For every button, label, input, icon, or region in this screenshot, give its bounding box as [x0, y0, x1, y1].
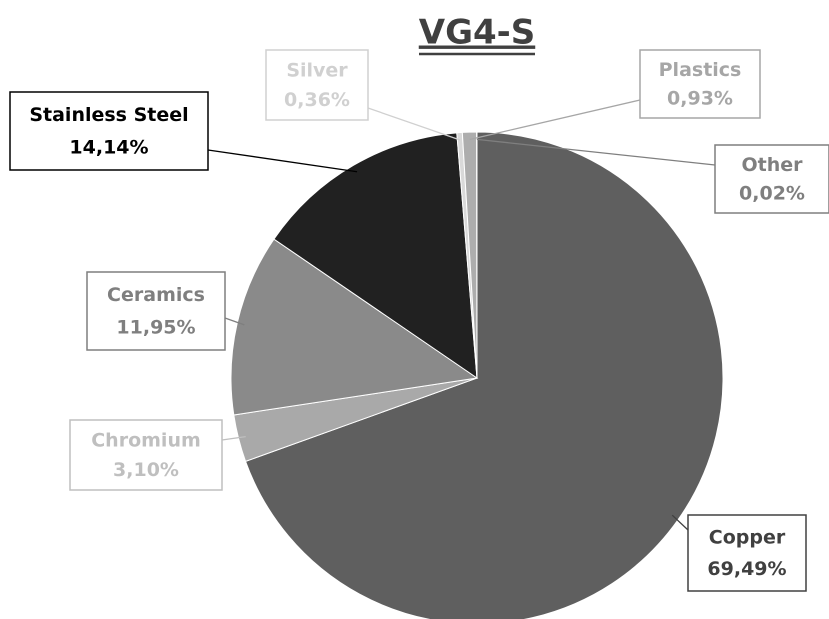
- slice-value: 0,36%: [284, 89, 350, 111]
- leader-line: [469, 99, 641, 141]
- slice-name: Silver: [286, 60, 348, 82]
- slice-value: 69,49%: [707, 558, 786, 580]
- label-box: [86, 271, 226, 351]
- leader-line: [671, 514, 689, 531]
- leader-line: [476, 138, 716, 166]
- label-box: [265, 49, 369, 121]
- slice-value: 3,10%: [113, 459, 179, 481]
- label-box: [639, 49, 761, 119]
- chart-title: VG4-S: [419, 13, 535, 53]
- leader-line: [224, 317, 245, 326]
- slice-name: Chromium: [91, 430, 201, 452]
- pie-slice: [273, 132, 478, 380]
- slice-value: 11,95%: [116, 317, 195, 339]
- slice-value: 0,93%: [667, 87, 733, 109]
- slice-value: 14,14%: [69, 137, 148, 159]
- slice-name: Ceramics: [107, 284, 205, 306]
- slice-name: Other: [741, 154, 803, 176]
- leader-line: [367, 107, 461, 141]
- slice-name: Copper: [709, 526, 786, 548]
- leader-line: [207, 149, 358, 173]
- label-box: [69, 419, 223, 491]
- label-box: [687, 514, 807, 592]
- slice-name: Plastics: [659, 59, 742, 81]
- slice-value: 0,02%: [739, 182, 805, 204]
- label-box: [714, 144, 829, 214]
- label-box: [9, 91, 209, 171]
- pie-slice: [230, 238, 479, 416]
- slice-name: Stainless Steel: [29, 104, 188, 126]
- pie-slice: [244, 131, 724, 619]
- leader-line: [221, 436, 246, 441]
